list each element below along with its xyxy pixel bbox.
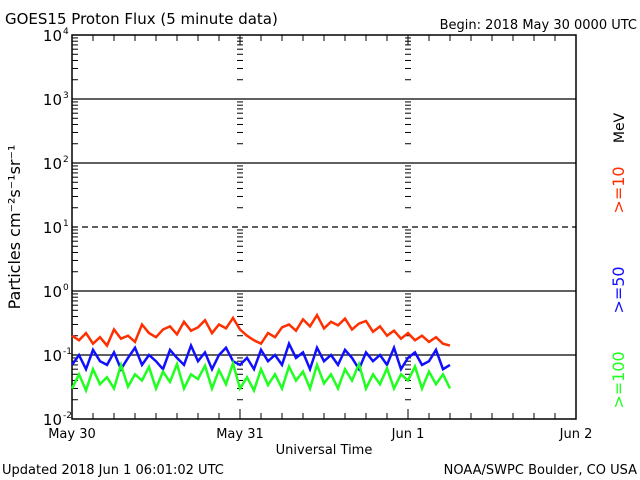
series-line-2 [70, 359, 452, 394]
y-tick-exponent: -1 [63, 347, 72, 357]
y-tick-label: 10 [43, 155, 62, 173]
x-tick-label: May 30 [48, 427, 96, 442]
chart-title: GOES15 Proton Flux (5 minute data) [5, 10, 278, 28]
y-tick-label: 10 [43, 347, 62, 365]
x-axis-label: Universal Time [276, 443, 373, 458]
y-tick-exponent: 0 [63, 283, 69, 293]
y-tick-exponent: 2 [63, 155, 69, 165]
y-axis-label: Particles cm⁻²s⁻¹sr⁻¹ [5, 145, 24, 310]
series-line-0 [71, 312, 451, 348]
y-tick-label: 10 [43, 411, 62, 429]
y-tick-exponent: -2 [63, 411, 72, 421]
begin-label: Begin: 2018 May 30 0000 UTC [440, 18, 637, 33]
x-tick-label: Jun 2 [559, 427, 593, 442]
legend-ge100: >=100 [609, 351, 628, 408]
x-tick-label: May 31 [216, 427, 264, 442]
legend-ge10: >=10 [609, 166, 628, 213]
y-tick-label: 10 [43, 219, 62, 237]
credit-label: NOAA/SWPC Boulder, CO USA [444, 463, 637, 478]
updated-label: Updated 2018 Jun 1 06:01:02 UTC [2, 463, 224, 478]
y-tick-exponent: 3 [63, 91, 69, 101]
x-tick-label: Jun 1 [391, 427, 425, 442]
y-tick-label: 10 [43, 283, 62, 301]
legend-ge50: >=50 [609, 266, 628, 313]
units-label: MeV [612, 112, 628, 143]
y-tick-label: 10 [43, 27, 62, 45]
y-tick-label: 10 [43, 91, 62, 109]
series-line-1 [70, 340, 451, 373]
y-tick-exponent: 4 [63, 27, 69, 37]
y-tick-exponent: 1 [63, 219, 69, 229]
